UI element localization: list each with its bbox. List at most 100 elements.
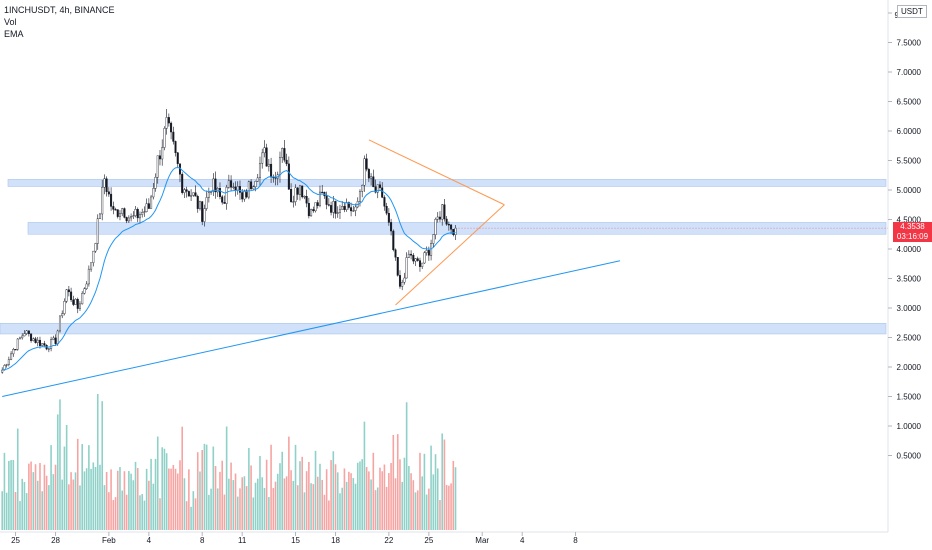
volume-bar	[183, 478, 186, 530]
candle-body	[43, 343, 46, 346]
volume-bar	[343, 468, 346, 530]
y-tick-label: 5.5000	[897, 157, 922, 166]
currency-label[interactable]: USDT	[897, 5, 927, 18]
volume-bar	[403, 457, 406, 530]
candle-body	[218, 188, 221, 197]
candle-body	[147, 203, 150, 209]
volume-bar	[319, 463, 321, 530]
volume-bar	[54, 464, 57, 530]
volume-bar	[161, 447, 163, 530]
candle-body	[245, 190, 248, 198]
candle-body	[67, 289, 70, 293]
volume-bar	[23, 481, 26, 530]
candle-body	[158, 155, 161, 160]
y-tick-label: 2.0000	[897, 363, 922, 372]
volume-bar	[48, 485, 50, 530]
volume-bar	[454, 467, 457, 530]
volume-bar	[381, 471, 383, 530]
y-tick-label: 3.0000	[897, 304, 922, 313]
candle-body	[112, 206, 115, 210]
volume-bar	[445, 484, 448, 530]
volume-bar	[45, 475, 48, 530]
candle-body	[201, 201, 204, 222]
candle-body	[114, 209, 117, 211]
candle-body	[225, 187, 228, 204]
volume-bar	[154, 458, 157, 530]
volume-bar	[236, 496, 239, 530]
y-tick-label: 1.5000	[897, 393, 922, 402]
support-zone	[0, 323, 887, 335]
candle-body	[441, 204, 444, 220]
candle-body	[330, 205, 333, 213]
legend-symbol[interactable]: 1INCHUSDT, 4h, BINANCE	[4, 5, 115, 15]
candle-body	[427, 250, 430, 256]
volume-bar	[292, 480, 295, 530]
candle-body	[398, 275, 401, 287]
volume-bar	[312, 484, 315, 530]
volume-bar	[328, 500, 330, 530]
candle-body	[205, 197, 208, 209]
volume-bar	[408, 465, 410, 530]
candle-body	[94, 243, 97, 252]
legend-vol[interactable]: Vol	[4, 17, 17, 27]
candle-body	[378, 184, 381, 188]
y-tick-label: 0.5000	[897, 452, 922, 461]
candle-body	[190, 195, 193, 197]
volume-bar	[185, 501, 188, 530]
volume-bar	[79, 485, 81, 530]
candle-body	[283, 148, 286, 161]
volume-bar	[379, 467, 381, 530]
volume-bar	[243, 476, 246, 530]
volume-bar	[412, 480, 415, 530]
candle-body	[438, 216, 441, 220]
volume-bar	[52, 474, 55, 530]
candle-body	[432, 234, 435, 244]
candle-body	[152, 188, 155, 198]
candle-body	[296, 187, 299, 195]
volume-bar	[272, 488, 275, 530]
volume-bar	[130, 473, 132, 530]
candle-body	[36, 339, 39, 343]
volume-bar	[121, 490, 123, 530]
candle-body	[412, 254, 415, 262]
candle-body	[223, 202, 226, 204]
candle-body	[74, 298, 77, 305]
candle-body	[414, 258, 417, 262]
candle-body	[221, 196, 224, 203]
volume-bar	[72, 479, 75, 530]
volume-bar	[372, 452, 375, 530]
legend-ema[interactable]: EMA	[4, 29, 24, 39]
volume-bar	[41, 491, 43, 530]
volume-bar	[176, 473, 179, 530]
candle-body	[138, 214, 141, 219]
volume-bar	[10, 460, 12, 530]
volume-bar	[385, 486, 388, 530]
candle-body	[241, 192, 244, 200]
volume-bar	[443, 439, 446, 530]
volume-bar	[21, 478, 23, 530]
candle-body	[141, 211, 144, 215]
candle-body	[23, 333, 26, 337]
volume-bar	[228, 478, 230, 530]
candle-body	[365, 158, 368, 170]
candle-body	[310, 209, 313, 217]
candle-body	[285, 159, 288, 165]
candle-body	[312, 209, 315, 212]
volume-bar	[245, 486, 248, 530]
candle-body	[145, 203, 148, 212]
x-tick-label: 11	[238, 536, 247, 545]
candle-body	[130, 216, 133, 219]
volume-bar	[14, 491, 17, 530]
volume-bar	[68, 484, 70, 530]
candle-body	[21, 335, 24, 339]
candle-body	[72, 299, 75, 305]
volume-bar	[305, 471, 308, 530]
candle-body	[5, 364, 8, 366]
candle-body	[392, 230, 395, 251]
volume-bar	[196, 452, 199, 530]
candle-body	[274, 177, 277, 179]
candle-body	[98, 213, 101, 219]
candle-body	[423, 252, 426, 264]
candle-body	[367, 169, 370, 179]
